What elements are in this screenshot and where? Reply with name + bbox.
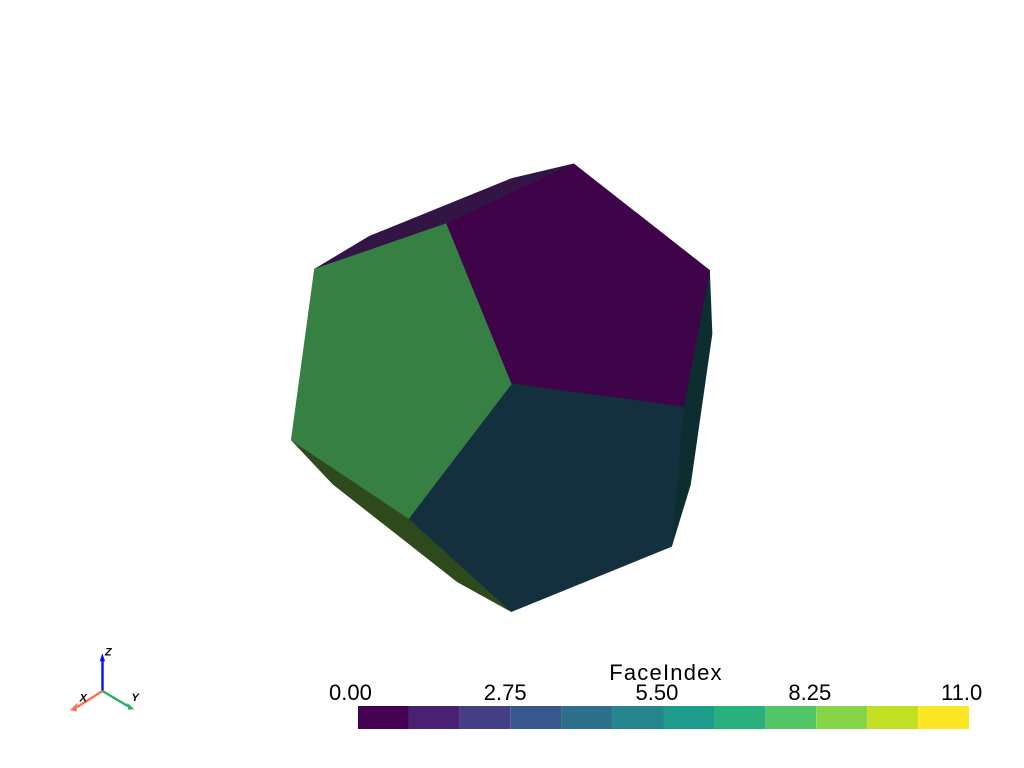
svg-text:FaceIndex: FaceIndex [609,660,723,685]
svg-text:2.75: 2.75 [484,680,527,705]
svg-text:Y: Y [132,692,141,704]
svg-text:Z: Z [104,647,113,659]
svg-text:0.00: 0.00 [329,680,372,705]
svg-text:8.25: 8.25 [788,680,831,705]
svg-text:11.0: 11.0 [941,680,982,705]
svg-text:5.50: 5.50 [635,680,678,705]
svg-text:X: X [79,693,88,705]
